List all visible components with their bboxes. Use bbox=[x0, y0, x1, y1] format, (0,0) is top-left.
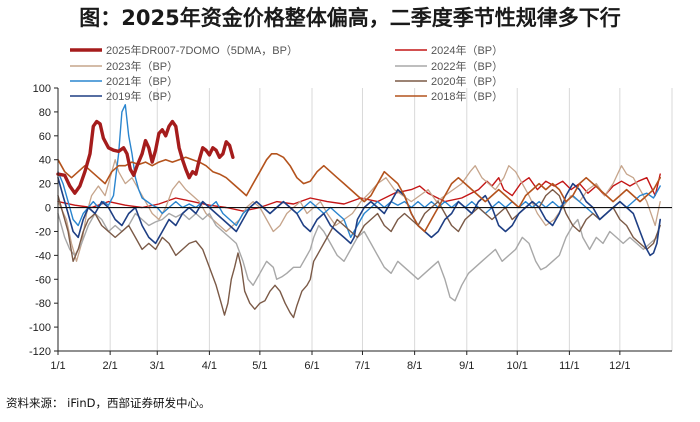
legend-label-2: 2023年（BP） bbox=[106, 59, 178, 73]
legend-label-1: 2024年（BP） bbox=[431, 43, 503, 57]
y-tick-label: -40 bbox=[35, 250, 51, 262]
legend-label-6: 2019年（BP） bbox=[106, 89, 178, 103]
series-line-3 bbox=[57, 212, 661, 302]
x-tick-label: 12/1 bbox=[609, 360, 630, 372]
y-tick-label: 100 bbox=[33, 83, 51, 95]
series-line-7 bbox=[57, 153, 661, 233]
x-tick-label: 3/1 bbox=[150, 360, 165, 372]
chart-title: 图：2025年资金价格整体偏高，二季度季节性规律多下行 bbox=[79, 6, 621, 30]
y-tick-label: -20 bbox=[35, 226, 51, 238]
y-tick-label: 80 bbox=[39, 107, 51, 119]
legend-label-7: 2018年（BP） bbox=[431, 89, 503, 103]
x-tick-label: 11/1 bbox=[559, 360, 580, 372]
x-tick-label: 6/1 bbox=[304, 360, 319, 372]
series-line-0 bbox=[56, 119, 235, 195]
series-line-5 bbox=[57, 188, 661, 319]
x-tick-label: 1/1 bbox=[50, 360, 65, 372]
line-chart: 2025年DR007-7DOMO（5DMA，BP） 2024年（BP） 2023年（… bbox=[29, 43, 673, 372]
legend: 2025年DR007-7DOMO（5DMA，BP） 2024年（BP） 2023年（… bbox=[70, 43, 503, 103]
series-line-4 bbox=[57, 104, 661, 239]
y-tick-label: 20 bbox=[39, 179, 51, 191]
series-line-6 bbox=[57, 176, 661, 257]
axes: 1/1 2/1 3/1 4/1 5/1 6/1 7/1 8/1 9/1 10/1 11/1 12/1 1… bbox=[29, 83, 672, 372]
y-tick-label: -100 bbox=[29, 322, 51, 334]
legend-label-5: 2020年（BP） bbox=[431, 74, 503, 88]
x-tick-label: 7/1 bbox=[355, 360, 370, 372]
y-tick-label: 40 bbox=[39, 155, 51, 167]
series-group bbox=[56, 104, 661, 319]
x-tick-label: 10/1 bbox=[507, 360, 528, 372]
x-tick-label: 9/1 bbox=[459, 360, 474, 372]
x-tick-label: 2/1 bbox=[102, 360, 117, 372]
grid-lines bbox=[109, 88, 673, 351]
x-tick-label: 4/1 bbox=[202, 360, 217, 372]
y-tick-label: -80 bbox=[35, 298, 51, 310]
x-tick-label: 5/1 bbox=[252, 360, 267, 372]
y-tick-label: 0 bbox=[45, 203, 51, 215]
x-tick-label: 8/1 bbox=[407, 360, 422, 372]
y-tick-label: -120 bbox=[29, 346, 51, 358]
series-line-1 bbox=[57, 173, 661, 212]
legend-label-4: 2021年（BP） bbox=[106, 74, 178, 88]
y-tick-label: -60 bbox=[35, 274, 51, 286]
legend-label-3: 2022年（BP） bbox=[431, 59, 503, 73]
source-note: 资料来源： iFinD，西部证券研发中心。 bbox=[6, 396, 211, 410]
legend-label-0: 2025年DR007-7DOMO（5DMA，BP） bbox=[106, 43, 298, 57]
y-tick-label: 60 bbox=[39, 131, 51, 143]
